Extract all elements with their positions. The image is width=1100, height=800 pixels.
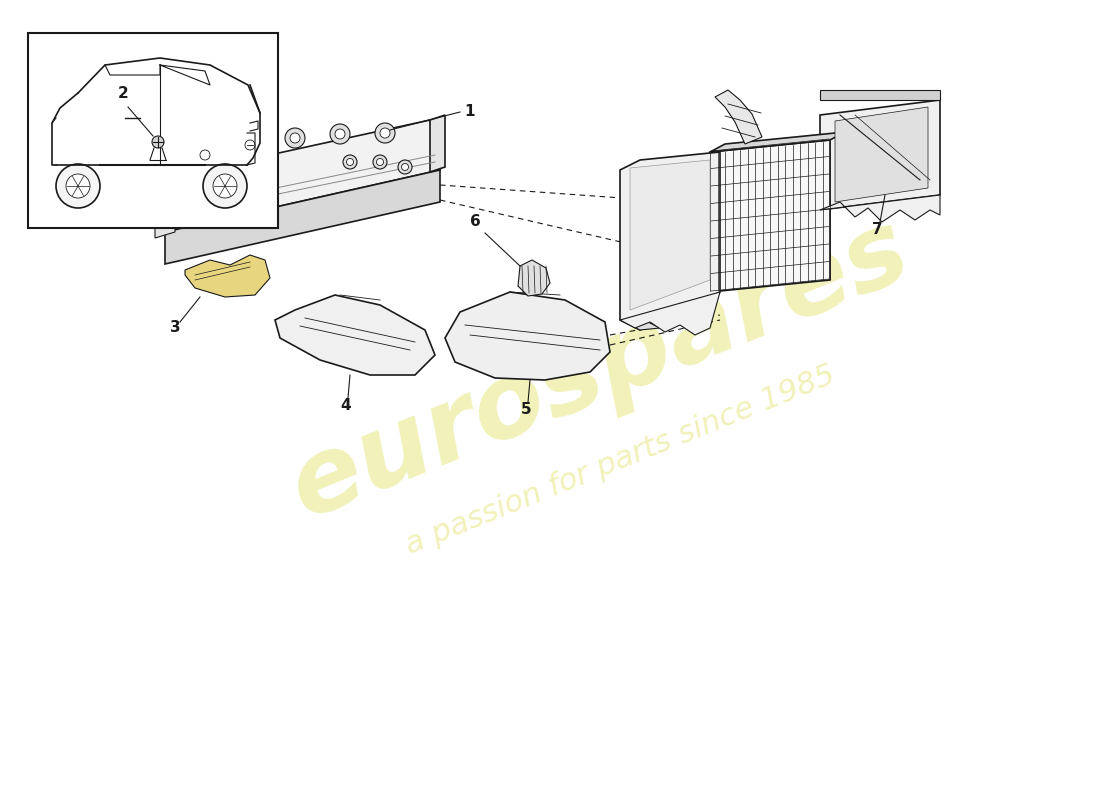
Polygon shape [165, 170, 440, 264]
Polygon shape [518, 260, 550, 296]
Polygon shape [715, 90, 762, 144]
Circle shape [402, 163, 408, 170]
Circle shape [343, 155, 358, 169]
Polygon shape [835, 107, 928, 202]
Polygon shape [820, 90, 940, 100]
Polygon shape [620, 292, 721, 335]
Polygon shape [155, 175, 175, 238]
Circle shape [375, 123, 395, 143]
Circle shape [245, 140, 255, 150]
Polygon shape [446, 292, 611, 380]
Text: 4: 4 [340, 398, 351, 413]
Text: a passion for parts since 1985: a passion for parts since 1985 [400, 360, 839, 560]
Circle shape [195, 145, 214, 165]
Circle shape [285, 128, 305, 148]
Text: 1: 1 [464, 105, 474, 119]
Polygon shape [630, 160, 710, 310]
Circle shape [240, 135, 260, 155]
Circle shape [290, 133, 300, 143]
Text: 6: 6 [470, 214, 481, 229]
Circle shape [398, 160, 412, 174]
Text: 5: 5 [521, 402, 531, 417]
Circle shape [379, 128, 390, 138]
Polygon shape [710, 132, 845, 152]
Polygon shape [710, 140, 830, 292]
Bar [28, 33, 278, 228]
Circle shape [204, 164, 248, 208]
Circle shape [213, 174, 236, 198]
Polygon shape [620, 318, 660, 330]
Polygon shape [185, 255, 270, 297]
Polygon shape [430, 115, 446, 172]
Circle shape [330, 124, 350, 144]
Circle shape [376, 158, 384, 166]
Circle shape [200, 150, 210, 160]
Circle shape [346, 158, 353, 166]
Polygon shape [155, 120, 440, 232]
Polygon shape [275, 295, 434, 375]
Text: 3: 3 [170, 320, 180, 335]
Circle shape [336, 129, 345, 139]
Circle shape [373, 155, 387, 169]
Polygon shape [820, 195, 940, 222]
Text: 2: 2 [118, 86, 129, 101]
Text: eurospares: eurospares [276, 200, 924, 540]
Polygon shape [620, 152, 721, 330]
Polygon shape [820, 100, 940, 210]
Text: 7: 7 [872, 222, 882, 237]
Circle shape [56, 164, 100, 208]
Circle shape [152, 136, 164, 148]
Circle shape [66, 174, 90, 198]
